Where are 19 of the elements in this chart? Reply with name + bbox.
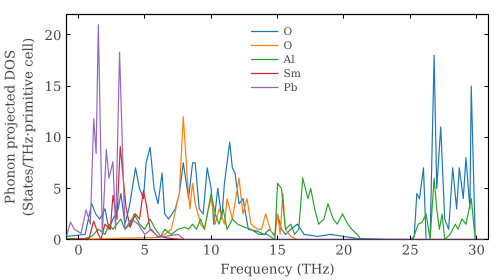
y-tick-label: 0 [53, 234, 62, 248]
x-tick-label: 15 [269, 244, 286, 258]
legend-label: Sm [284, 66, 302, 80]
x-tick-label: 5 [140, 244, 150, 258]
y-tick-label: 20 [44, 28, 62, 44]
x-axis-title: Frequency (THz) [220, 262, 335, 278]
legend-label: Pb [284, 80, 298, 94]
x-tick-label: 10 [202, 244, 220, 258]
y-tick-label: 10 [44, 131, 62, 146]
legend-label: Al [284, 52, 296, 66]
y-tick-label: 15 [44, 80, 62, 96]
y-axis-title: Phonon projected DOS (States/THz·primitive cell) [4, 38, 37, 216]
x-tick-label: 25 [402, 244, 419, 258]
legend-label: O [284, 38, 294, 52]
y-tick-label: 5 [53, 182, 62, 198]
x-tick-label: 20 [335, 244, 352, 258]
x-tick-label: 0 [74, 244, 83, 258]
legend-label: O [284, 24, 294, 38]
x-tick-label: 30 [468, 244, 486, 258]
